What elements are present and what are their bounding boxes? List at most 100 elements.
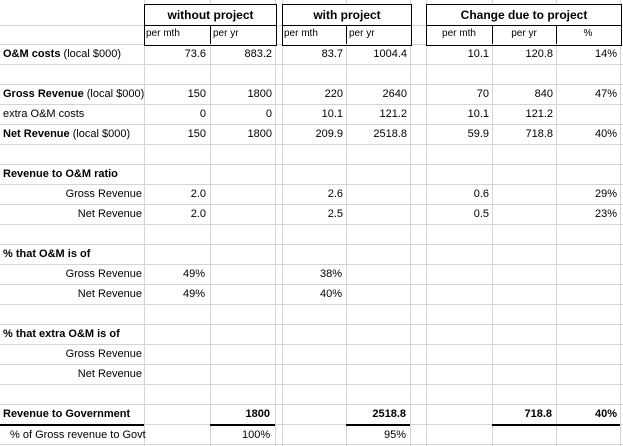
cell-with-per-mth[interactable]: 10.1 xyxy=(321,108,343,120)
row-label-gross-revenue: Gross Revenue xyxy=(65,348,142,360)
cell-without-per-mth[interactable]: 73.6 xyxy=(184,48,206,60)
cell-change-percent[interactable]: 23% xyxy=(594,208,617,220)
cell-without-per-yr[interactable]: 100% xyxy=(242,429,271,441)
header-divider xyxy=(210,25,211,44)
cell-with-per-mth[interactable]: 220 xyxy=(324,88,343,100)
cell-with-per-yr[interactable]: 2518.8 xyxy=(373,128,407,140)
cell-without-per-mth[interactable]: 0 xyxy=(199,108,206,120)
grid-line xyxy=(0,184,623,185)
unit-label: (local $000) xyxy=(63,48,122,60)
cell-with-per-mth[interactable]: 83.7 xyxy=(321,48,343,60)
grid-line xyxy=(0,364,623,365)
row-label-text: O&M costs xyxy=(3,48,61,60)
row-label-revenue-to-government: Revenue to Government xyxy=(3,408,131,420)
section-heading-pct-extra-om: % that extra O&M is of xyxy=(3,328,120,340)
cell-without-per-mth[interactable]: 49% xyxy=(183,288,206,300)
grid-line xyxy=(0,324,623,325)
cell-change-per-mth[interactable]: 59.9 xyxy=(467,128,489,140)
grid-line xyxy=(0,304,623,305)
header-divider xyxy=(346,25,347,44)
cell-without-per-yr[interactable]: 1800 xyxy=(247,88,272,100)
grid-line xyxy=(0,64,623,65)
row-label-net-revenue: Net Revenue xyxy=(77,288,142,300)
grid-line xyxy=(0,144,623,145)
grid-line xyxy=(0,384,623,385)
unit-label: (local $000) xyxy=(86,88,145,100)
cell-with-per-yr[interactable]: 121.2 xyxy=(379,108,407,120)
cell-change-per-mth[interactable]: 0.6 xyxy=(473,188,489,200)
cell-without-per-yr[interactable]: 1800 xyxy=(245,408,270,420)
cell-without-per-mth[interactable]: 150 xyxy=(187,128,206,140)
cell-without-per-yr[interactable]: 883.2 xyxy=(244,48,272,60)
cell-change-percent[interactable]: 40% xyxy=(594,408,617,420)
header-divider xyxy=(556,25,557,44)
cell-change-per-yr[interactable]: 121.2 xyxy=(525,108,553,120)
header-divider xyxy=(492,25,493,44)
cell-without-per-mth[interactable]: 49% xyxy=(183,268,206,280)
grid-line xyxy=(556,0,557,446)
row-border xyxy=(0,424,144,426)
subheader-per-mth: per mth xyxy=(146,28,180,39)
cell-with-per-yr[interactable]: 2640 xyxy=(382,88,407,100)
grid-line xyxy=(0,124,623,125)
grid-line xyxy=(210,0,211,446)
grid-line xyxy=(0,264,623,265)
row-label-om-costs: O&M costs (local $000) xyxy=(3,44,143,64)
cell-change-per-yr[interactable]: 840 xyxy=(534,88,553,100)
cell-change-per-mth[interactable]: 10.1 xyxy=(467,48,489,60)
cell-change-per-mth[interactable]: 10.1 xyxy=(467,108,489,120)
grid-line xyxy=(0,244,623,245)
cell-change-per-yr[interactable]: 718.8 xyxy=(525,128,553,140)
grid-line xyxy=(0,424,623,425)
row-label-net-revenue: Net Revenue xyxy=(77,368,142,380)
subheader-percent: % xyxy=(583,28,593,39)
cell-change-percent[interactable]: 40% xyxy=(594,128,617,140)
row-label-text: Net Revenue xyxy=(3,128,70,140)
cell-with-per-mth[interactable]: 209.9 xyxy=(315,128,343,140)
cell-change-per-yr[interactable]: 120.8 xyxy=(525,48,553,60)
row-label-text: Gross Revenue xyxy=(3,88,84,100)
cell-without-per-yr[interactable]: 1800 xyxy=(247,128,272,140)
row-border xyxy=(210,424,275,426)
cell-with-per-yr[interactable]: 2518.8 xyxy=(372,408,406,420)
cell-with-per-mth[interactable]: 2.5 xyxy=(327,208,343,220)
grid-line xyxy=(275,0,276,446)
header-without-project: without project xyxy=(167,8,254,22)
section-heading-pct-om: % that O&M is of xyxy=(3,248,91,260)
section-heading-revenue-om-ratio: Revenue to O&M ratio xyxy=(3,168,118,180)
grid-line xyxy=(620,0,621,446)
cell-change-percent[interactable]: 29% xyxy=(594,188,617,200)
cell-with-per-yr[interactable]: 1004.4 xyxy=(373,48,407,60)
grid-line xyxy=(0,204,623,205)
header-divider xyxy=(426,25,622,26)
grid-line xyxy=(346,0,347,446)
row-label-gross-revenue: Gross Revenue xyxy=(65,268,142,280)
cell-without-per-mth[interactable]: 150 xyxy=(187,88,206,100)
cell-without-per-mth[interactable]: 2.0 xyxy=(190,188,206,200)
grid-line xyxy=(426,0,427,446)
cell-without-per-mth[interactable]: 2.0 xyxy=(190,208,206,220)
grid-line xyxy=(282,0,283,446)
cell-with-per-mth[interactable]: 40% xyxy=(320,288,343,300)
subheader-per-mth: per mth xyxy=(442,28,476,39)
cell-with-per-yr[interactable]: 95% xyxy=(384,429,407,441)
cell-change-per-yr[interactable]: 718.8 xyxy=(524,408,552,420)
cell-change-per-mth[interactable]: 0.5 xyxy=(473,208,489,220)
grid-line xyxy=(410,0,411,446)
subheader-per-yr: per yr xyxy=(213,28,239,39)
subheader-per-yr: per yr xyxy=(511,28,537,39)
row-label-extra-om-costs: extra O&M costs xyxy=(3,108,85,120)
row-label-gross-revenue: Gross Revenue xyxy=(65,188,142,200)
cell-with-per-mth[interactable]: 2.6 xyxy=(327,188,343,200)
cell-change-percent[interactable]: 14% xyxy=(594,48,617,60)
row-label-pct-gross-to-govt: % of Gross revenue to Govt xyxy=(10,429,146,441)
cell-without-per-yr[interactable]: 0 xyxy=(265,108,272,120)
row-border xyxy=(556,424,620,426)
grid-line xyxy=(0,404,623,405)
grid-line xyxy=(0,344,623,345)
cell-change-percent[interactable]: 47% xyxy=(594,88,617,100)
cell-change-per-mth[interactable]: 70 xyxy=(476,88,489,100)
cell-with-per-mth[interactable]: 38% xyxy=(320,268,343,280)
row-border xyxy=(492,424,556,426)
